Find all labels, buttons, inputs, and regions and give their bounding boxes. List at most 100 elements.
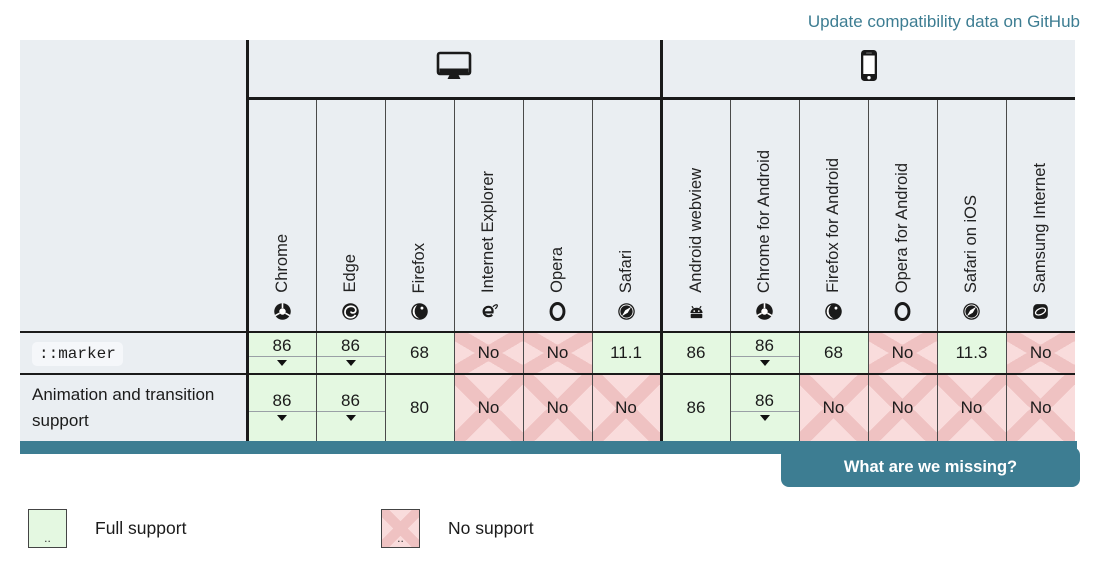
browser-column-firefox: Firefox [384,98,454,332]
opera-icon [893,302,912,321]
compat-cell-chrome[interactable]: 86 [245,331,316,374]
note-triangle-icon [277,359,287,366]
note-triangle-icon [759,359,770,366]
support-value: No [891,398,914,418]
internet-explorer-icon [479,302,498,321]
browser-column-safari-on-ios: Safari on iOS [936,98,1006,332]
compat-cell-opera: No [522,331,592,374]
browser-column-firefox-for-android: Firefox for Android [798,98,868,332]
browser-name: Firefox [410,242,428,293]
compat-cell-chrome[interactable]: 86 [245,373,316,443]
browser-column-opera-for-android: Opera for Android [867,98,937,332]
legend-label: Full support [95,518,187,538]
platform-group-mobile [659,40,1075,100]
chrome-icon [273,302,292,321]
compat-cell-safari-on-ios: No [936,373,1006,443]
browser-name: Chrome [272,234,291,293]
compat-cell-firefox: 80 [384,373,454,443]
update-compat-data-link[interactable]: Update compatibility data on GitHub [807,12,1080,31]
feature-row: Animation and transition support 86 86 80 No… [20,373,1075,443]
browser-name: Samsung Internet [1031,162,1050,293]
note-triangle-icon [277,414,287,421]
note-strip [248,355,316,371]
compat-cell-edge[interactable]: 86 [315,373,385,443]
support-value: 68 [824,343,843,362]
legend-swatch-none: .. [381,509,420,548]
note-triangle-icon [759,414,770,421]
support-legend: .. Full support.. No support [0,509,1098,555]
support-value: No [477,398,500,418]
browser-column-internet-explorer: Internet Explorer [453,98,523,332]
support-value: No [546,343,569,362]
feature-name-code: ::marker [32,341,123,366]
support-value: 86 [272,390,292,410]
feature-name: Animation and transition support [32,384,215,431]
support-value: 86 [341,335,360,355]
support-value: No [1029,343,1052,362]
browser-column-opera: Opera [522,98,592,332]
support-value: 86 [755,390,774,410]
browser-name: Internet Explorer [479,171,497,293]
compat-cell-edge[interactable]: 86 [315,331,385,374]
browser-column-chrome: Chrome [245,98,316,332]
note-strip [730,355,799,371]
android-icon [686,302,707,321]
support-value: 86 [341,390,360,410]
legend-swatch-full: .. [28,509,67,548]
browser-name: Safari on iOS [962,194,980,293]
support-value: No [546,398,569,418]
browser-name: Safari [616,249,635,293]
support-value: No [477,343,500,362]
support-value: No [615,398,637,418]
compat-body: ::marker 86 86 68 No No 11.1 86 86 68 No 11.3 No Anim… [20,331,1075,443]
compat-cell-chrome-for-android[interactable]: 86 [729,331,799,374]
compat-cell-opera: No [522,373,592,443]
opera-icon [548,302,567,321]
safari-icon [962,302,981,321]
chrome-icon [755,302,774,321]
note-triangle-icon [345,414,356,421]
feature-row: ::marker 86 86 68 No No 11.1 86 86 68 No 11.3 No [20,331,1075,374]
compat-cell-android-webview: 86 [659,373,730,443]
browser-column-chrome-for-android: Chrome for Android [729,98,799,332]
note-strip [730,410,799,426]
compat-cell-firefox-for-android: 68 [798,331,868,374]
platform-group-desktop [245,40,661,100]
support-value: 80 [410,398,429,418]
samsung-internet-icon [1031,302,1050,321]
support-value: 86 [686,398,706,418]
platform-row [20,40,1075,332]
desktop-icon [435,50,473,82]
legend-item-full-support: .. Full support [28,509,186,548]
browser-name: Opera for Android [893,162,911,293]
support-value: 86 [686,343,706,362]
note-strip [248,410,316,426]
firefox-icon [410,302,429,321]
compat-cell-internet-explorer: No [453,373,523,443]
what-are-we-missing-button[interactable]: What are we missing? [781,447,1080,487]
browser-column-edge: Edge [315,98,385,332]
browser-name: Android webview [686,168,705,293]
support-value: No [891,343,914,362]
browser-name: Opera [548,247,566,293]
browser-name: Edge [341,254,359,293]
compat-cell-firefox: 68 [384,331,454,374]
compat-cell-firefox-for-android: No [798,373,868,443]
legend-label: No support [448,518,534,538]
support-value: 86 [755,335,774,355]
compat-cell-opera-for-android: No [867,373,937,443]
compat-cell-chrome-for-android[interactable]: 86 [729,373,799,443]
browser-column-android-webview: Android webview [659,98,730,332]
compat-cell-samsung-internet: No [1005,331,1075,374]
browser-compat-table: Chrome Edge Firefox Internet Explorer Opera S… [20,40,1075,443]
compat-cell-opera-for-android: No [867,331,937,374]
legend-item-no-support: .. No support [381,509,534,548]
feature-row-label: ::marker [20,331,247,374]
support-value: 11.3 [955,343,988,362]
feature-row-label: Animation and transition support [20,373,247,443]
support-value: 68 [410,343,429,362]
note-strip [316,355,385,371]
browser-column-safari: Safari [591,98,661,332]
compat-cell-safari: 11.1 [591,331,661,374]
